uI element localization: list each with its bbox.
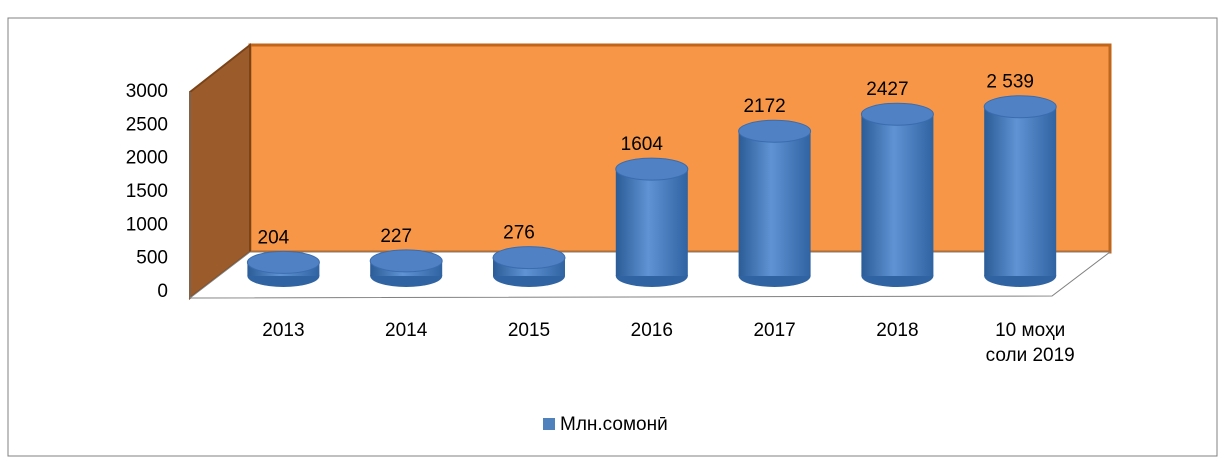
bar-top xyxy=(369,249,443,273)
x-tick-label: 2015 xyxy=(507,320,551,341)
data-label: 276 xyxy=(503,223,535,244)
chart-frame xyxy=(7,17,1218,457)
data-label: 2172 xyxy=(743,96,785,117)
bar-body xyxy=(738,131,811,276)
x-tick-label: 2013 xyxy=(262,320,305,341)
bar xyxy=(369,249,443,287)
legend-swatch xyxy=(543,418,555,430)
bar-top xyxy=(492,246,566,270)
bar xyxy=(983,95,1057,287)
bar xyxy=(615,157,689,287)
x-tick-label: 2017 xyxy=(753,320,796,341)
y-tick-label: 500 xyxy=(136,248,168,269)
bar-top xyxy=(738,119,812,143)
y-tick-label: 3000 xyxy=(126,81,168,102)
x-tick-label: 2016 xyxy=(630,320,673,341)
bar-body xyxy=(984,106,1057,276)
bar-body xyxy=(615,169,688,276)
bar xyxy=(246,250,320,287)
x-tick-label: 10 моҳи соли 2019 xyxy=(985,320,1075,366)
x-tick-label: 2014 xyxy=(385,320,428,341)
data-label: 204 xyxy=(258,227,290,248)
bar xyxy=(860,102,934,287)
x-tick-label: 2018 xyxy=(876,320,919,341)
bar xyxy=(492,246,566,287)
data-label: 2 539 xyxy=(986,72,1034,93)
bar-body xyxy=(861,114,934,276)
bar-top xyxy=(983,95,1057,119)
y-tick-label: 2500 xyxy=(126,114,168,135)
y-tick-label: 1000 xyxy=(126,214,168,235)
y-tick-label: 0 xyxy=(157,281,168,302)
data-label: 1604 xyxy=(621,134,664,155)
y-tick-label: 1500 xyxy=(126,181,168,202)
bar xyxy=(738,119,812,287)
bar-top xyxy=(246,250,320,274)
data-label: 2427 xyxy=(866,79,908,100)
bar-top xyxy=(615,157,689,181)
data-label: 227 xyxy=(380,226,412,247)
y-tick-label: 2000 xyxy=(126,148,168,169)
bar-top xyxy=(860,102,934,126)
legend-label: Млн.сомонӣ xyxy=(560,414,668,435)
